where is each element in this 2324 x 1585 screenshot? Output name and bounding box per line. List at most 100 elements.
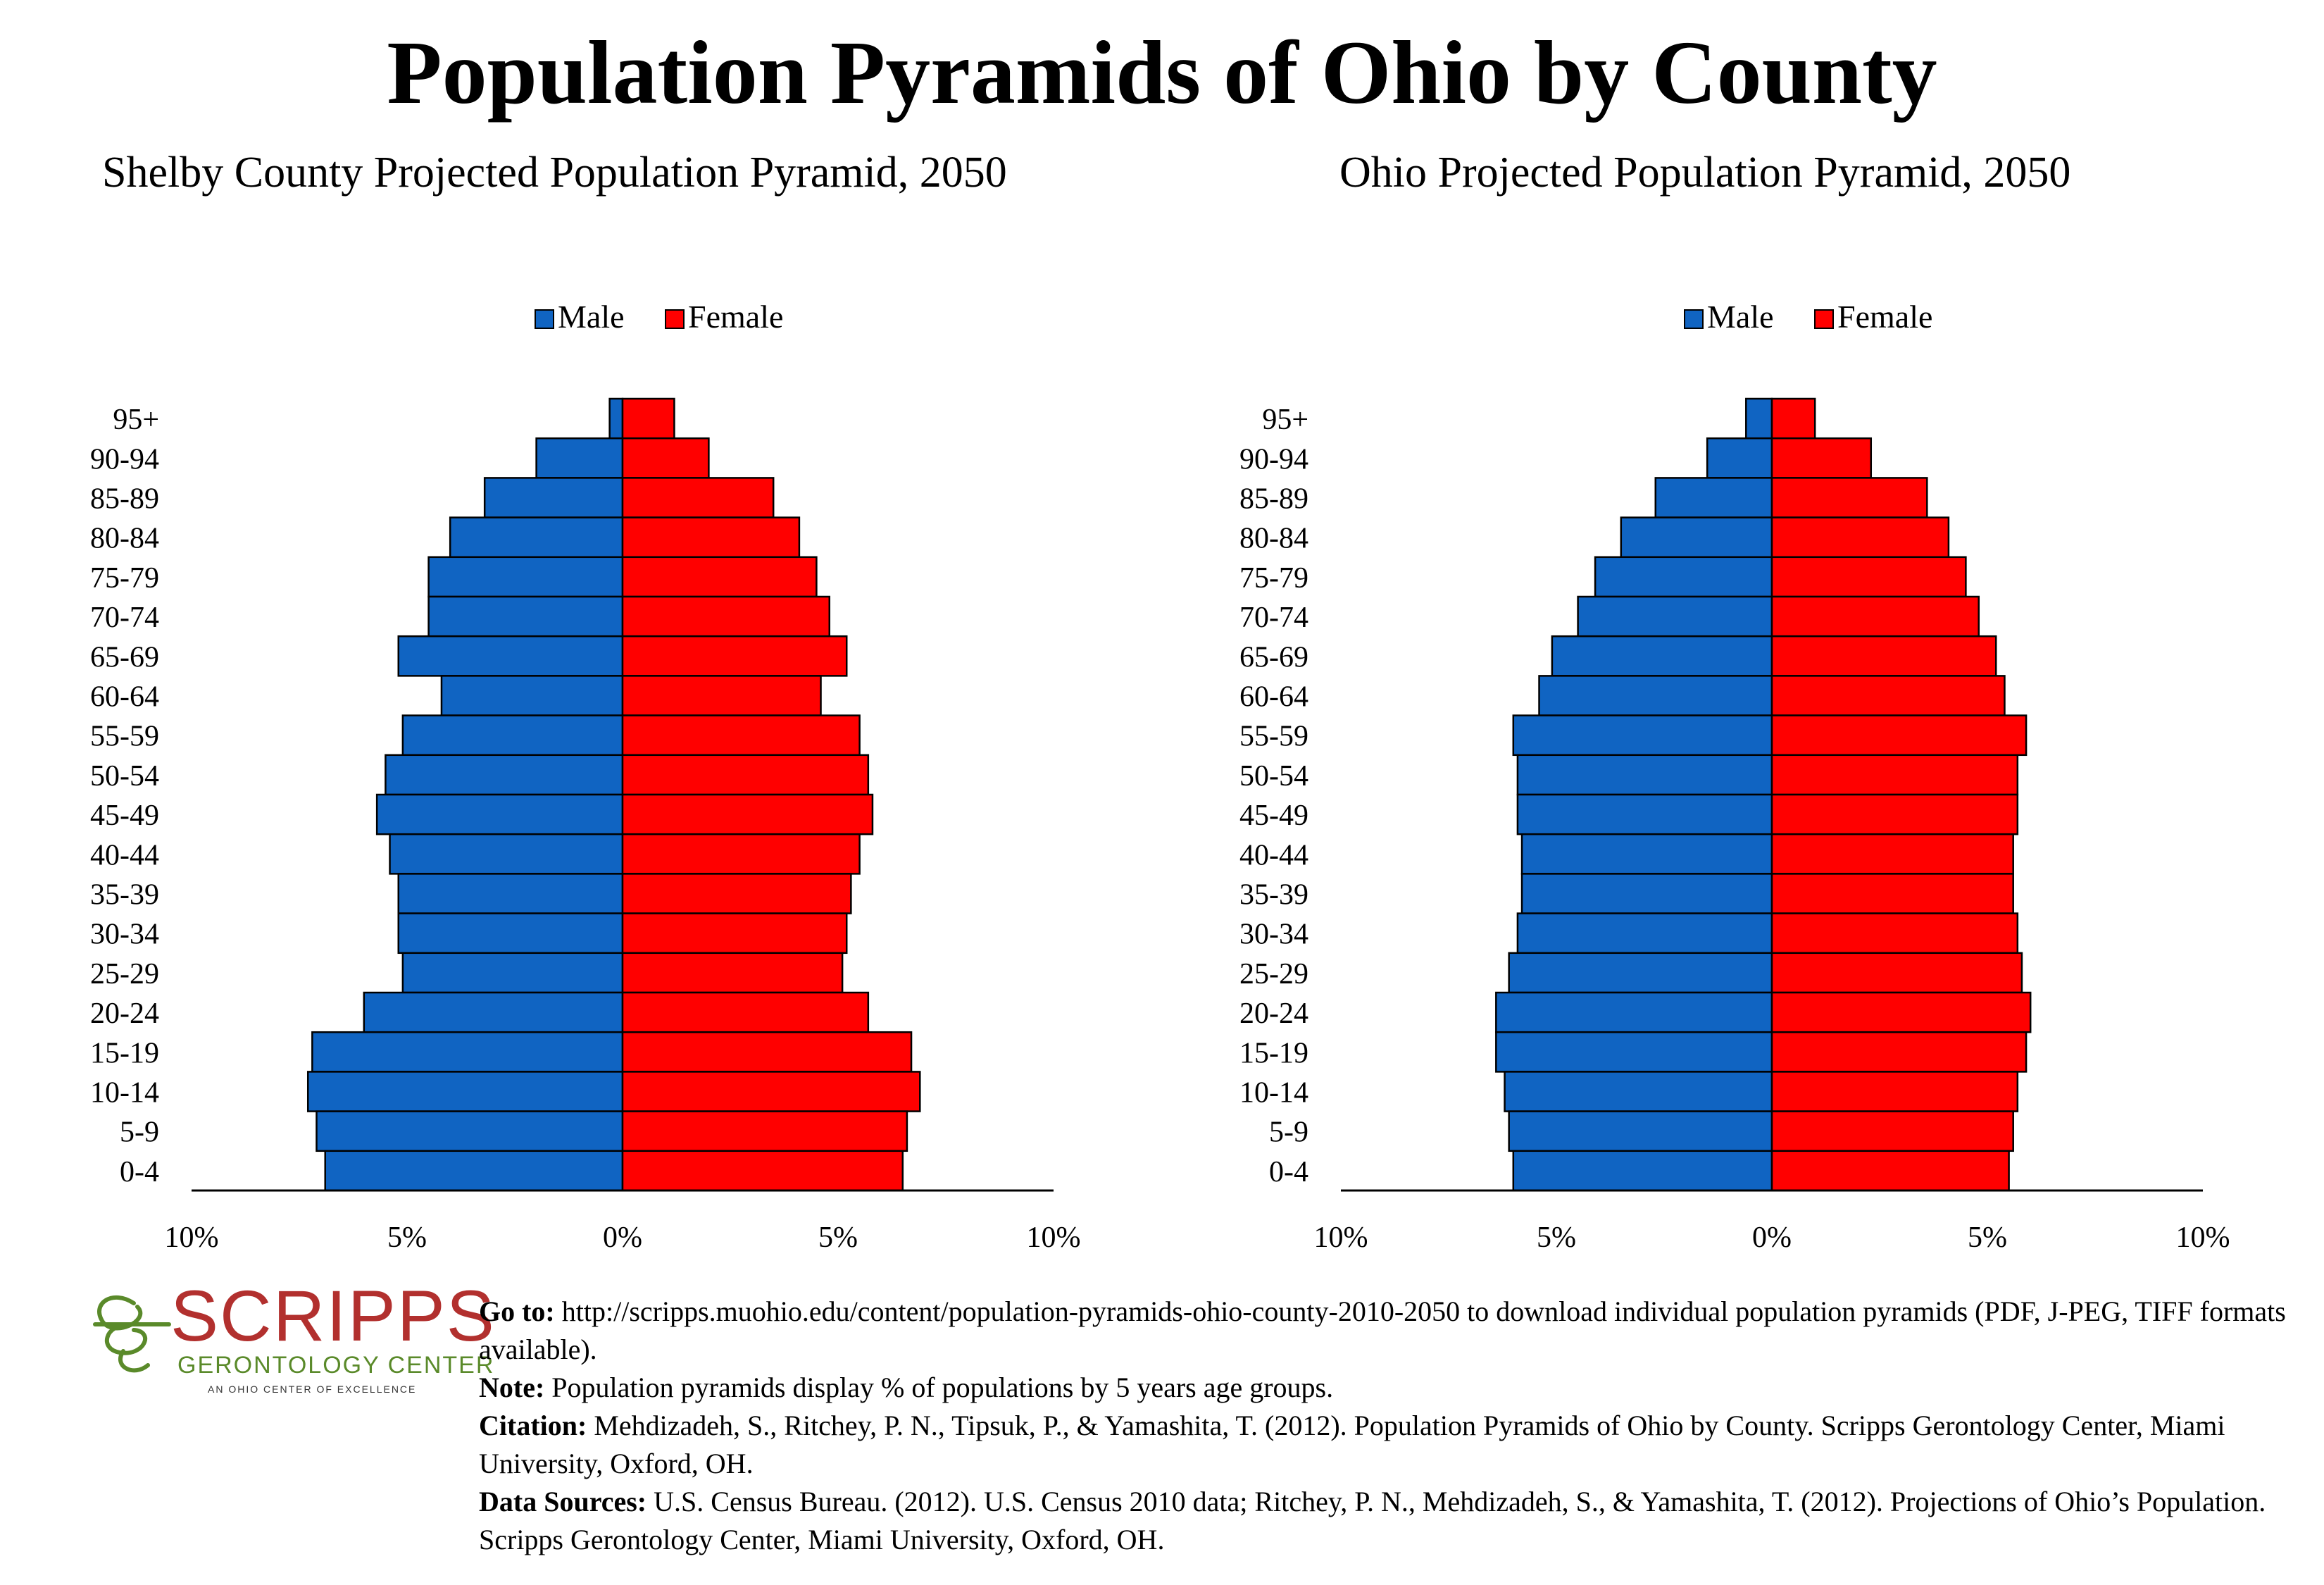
x-tick-label: 10% — [2176, 1222, 2230, 1254]
bar-female — [621, 635, 848, 677]
bar-male — [1516, 912, 1773, 955]
age-group-label: 60-64 — [1239, 681, 1308, 714]
age-group-label: 85-89 — [1239, 483, 1308, 516]
bar-female — [621, 912, 848, 955]
bar-female — [1770, 477, 1928, 518]
bar-male — [324, 1150, 624, 1192]
age-group-label: 65-69 — [90, 641, 159, 673]
legend-swatch-female — [1814, 309, 1834, 329]
bar-female — [1770, 556, 1967, 598]
bar-female — [621, 991, 870, 1033]
bar-male — [483, 477, 624, 518]
x-tick-label: 5% — [387, 1222, 427, 1254]
x-tick-label: 10% — [1314, 1222, 1368, 1254]
age-group-label: 95+ — [1262, 404, 1308, 436]
bar-male — [1508, 952, 1773, 994]
bar-male — [363, 991, 624, 1033]
bar-male — [1706, 437, 1773, 479]
bar-female — [1770, 991, 2032, 1033]
bar-female — [1770, 912, 2019, 955]
age-group-label: 5-9 — [1269, 1117, 1308, 1149]
age-group-label: 10-14 — [1239, 1077, 1308, 1110]
age-group-label: 70-74 — [1239, 602, 1308, 634]
age-group-label: 35-39 — [1239, 879, 1308, 912]
bar-male — [1508, 1110, 1773, 1152]
age-group-label: 30-34 — [1239, 919, 1308, 951]
x-tick-label: 10% — [165, 1222, 219, 1254]
age-group-label: 0-4 — [120, 1156, 159, 1188]
legend-label-female: Female — [1837, 299, 1932, 335]
note-citation: Citation: Mehdizadeh, S., Ritchey, P. N.… — [479, 1410, 2225, 1479]
bar-female — [1770, 675, 2006, 716]
bar-female — [1770, 1071, 2019, 1112]
x-tick-label: 0% — [1752, 1222, 1792, 1254]
legend-swatch-female — [665, 309, 685, 329]
age-group-label: 75-79 — [1239, 562, 1308, 595]
legend-swatch-male — [535, 309, 554, 329]
bar-male — [1577, 595, 1773, 638]
logo-wordmark: SCRIPPS — [170, 1276, 496, 1356]
age-group-label: 80-84 — [90, 523, 159, 555]
bar-male — [1495, 991, 1773, 1033]
note-goto: Go to: http://scripps.muohio.edu/content… — [479, 1295, 2286, 1365]
age-group-label: 45-49 — [1239, 800, 1308, 832]
note-note: Note: Population pyramids display % of p… — [479, 1372, 1334, 1403]
age-group-label: 60-64 — [90, 681, 159, 714]
scripps-swirl-icon — [93, 1295, 171, 1373]
bar-female — [1770, 793, 2019, 835]
bar-male — [1520, 833, 1773, 875]
age-group-label: 5-9 — [120, 1117, 159, 1149]
age-group-label: 95+ — [113, 404, 159, 436]
age-group-label: 80-84 — [1239, 523, 1308, 555]
age-group-label: 25-29 — [90, 958, 159, 990]
bar-female — [1770, 1031, 2028, 1073]
bar-female — [621, 793, 874, 835]
x-tick-label: 10% — [1027, 1222, 1081, 1254]
bar-female — [1770, 833, 2014, 875]
age-group-label: 15-19 — [90, 1037, 159, 1069]
bar-male — [449, 516, 624, 559]
bar-female — [1770, 754, 2019, 796]
bar-female — [621, 516, 801, 559]
bar-male — [1512, 714, 1773, 757]
age-group-label: 35-39 — [90, 879, 159, 912]
bar-female — [1770, 516, 1950, 559]
age-group-label: 20-24 — [90, 997, 159, 1030]
bar-female — [1770, 437, 1873, 479]
bar-male — [535, 437, 624, 479]
bar-male — [1538, 675, 1773, 716]
age-group-label: 10-14 — [90, 1077, 159, 1110]
note-data-sources: Data Sources: U.S. Census Bureau. (2012)… — [479, 1486, 2266, 1555]
bar-female — [621, 675, 822, 716]
bar-female — [621, 952, 844, 994]
age-group-label: 65-69 — [1239, 641, 1308, 673]
bar-male — [389, 833, 624, 875]
bar-male — [397, 635, 624, 677]
age-group-label: 90-94 — [90, 443, 159, 476]
bar-female — [621, 833, 861, 875]
bar-female — [621, 1071, 921, 1112]
bar-female — [1770, 952, 2023, 994]
chart-title-ohio: Ohio Projected Population Pyramid, 2050 — [1339, 149, 2071, 197]
x-tick-label: 5% — [818, 1222, 858, 1254]
bar-female — [621, 714, 861, 757]
bar-female — [1770, 714, 2028, 757]
age-group-label: 20-24 — [1239, 997, 1308, 1030]
age-group-label: 55-59 — [1239, 721, 1308, 753]
bar-male — [1745, 397, 1773, 440]
age-group-label: 40-44 — [90, 839, 159, 871]
age-group-label: 30-34 — [90, 919, 159, 951]
bar-female — [621, 754, 870, 796]
bar-male — [1516, 793, 1773, 835]
legend-label-male: Male — [558, 299, 625, 335]
legend-swatch-male — [1684, 309, 1704, 329]
bar-male — [1620, 516, 1773, 559]
bar-female — [1770, 1150, 2010, 1192]
legend-label-male: Male — [1707, 299, 1774, 335]
bar-male — [1551, 635, 1773, 677]
bar-male — [1520, 873, 1773, 914]
bar-female — [621, 1031, 913, 1073]
age-group-label: 15-19 — [1239, 1037, 1308, 1069]
